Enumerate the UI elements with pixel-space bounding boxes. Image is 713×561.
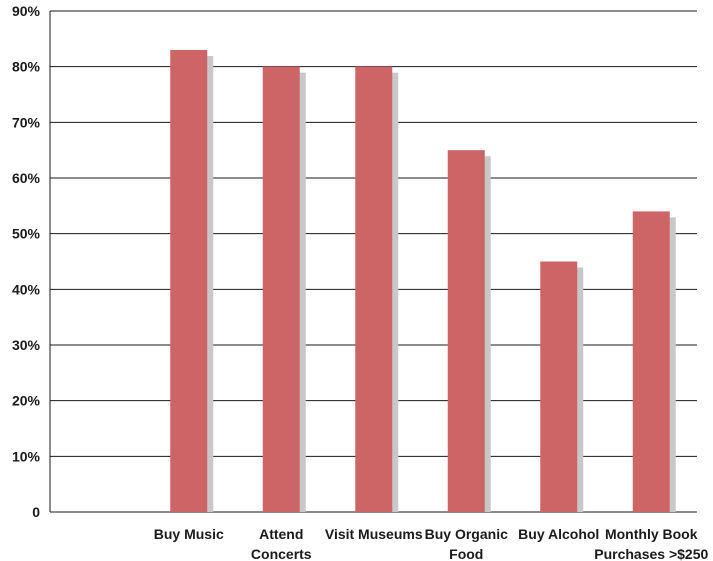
y-tick-label: 50% (12, 226, 41, 242)
category-label: Attend Concerts (251, 526, 312, 561)
bar (170, 49, 208, 512)
y-tick-label: 0 (32, 504, 40, 520)
bar (447, 150, 485, 512)
y-tick-label: 80% (12, 59, 41, 75)
y-tick-label: 70% (12, 114, 41, 130)
category-label: Buy Music (154, 526, 224, 542)
bar (540, 261, 578, 512)
y-tick-label: 90% (12, 3, 41, 19)
category-label: Visit Museums (325, 526, 423, 542)
category-label: Monthly Book Purchases >$250 (594, 526, 708, 561)
category-label: Buy Alcohol (518, 526, 599, 542)
bars (170, 49, 670, 513)
category-label: Buy Organic Food (425, 526, 508, 561)
bar (355, 66, 393, 513)
y-tick-label: 40% (12, 281, 41, 297)
y-tick-label: 20% (12, 393, 41, 409)
bar (262, 66, 300, 513)
y-tick-label: 30% (12, 337, 41, 353)
y-tick-label: 10% (12, 448, 41, 464)
y-tick-label: 60% (12, 170, 41, 186)
y-axis-tick-labels: 0 10% 20% 30% 40% 50% 60% 70% 80% 90% (12, 3, 41, 520)
bar-shadows (176, 55, 676, 513)
bar (632, 211, 670, 512)
